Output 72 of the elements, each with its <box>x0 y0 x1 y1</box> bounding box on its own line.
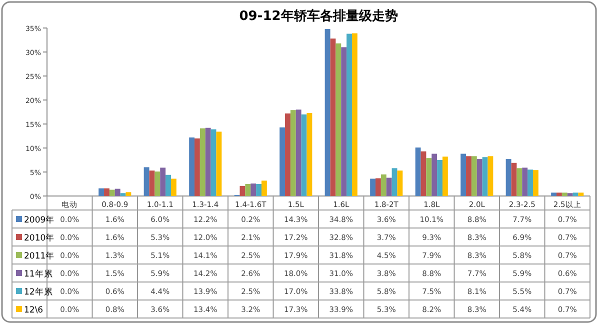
bar <box>160 168 166 196</box>
bar <box>114 188 120 196</box>
legend-label: 2009年 <box>24 214 55 226</box>
bar <box>144 167 150 196</box>
bar <box>120 193 126 196</box>
bar <box>126 192 132 196</box>
bar <box>189 137 195 196</box>
bar <box>370 178 376 196</box>
legend-label: 12\6 <box>24 306 44 316</box>
bar <box>578 192 584 196</box>
bar <box>482 157 488 196</box>
bar <box>341 47 347 196</box>
bar <box>285 113 290 196</box>
bar <box>471 156 477 196</box>
chart-title: 09-12年轿车各排量级走势 <box>239 8 398 24</box>
bar <box>386 178 392 196</box>
bar <box>397 170 403 196</box>
bar <box>556 192 562 196</box>
bar <box>240 186 246 196</box>
bar <box>324 28 330 196</box>
bar <box>562 192 568 196</box>
legend-label: 2010年 <box>24 232 55 244</box>
bar <box>376 178 381 196</box>
bar <box>442 156 448 196</box>
bar <box>306 112 312 196</box>
bar <box>301 114 307 196</box>
bar <box>352 33 358 196</box>
bar <box>109 190 115 196</box>
bar <box>149 170 155 196</box>
bar <box>567 193 573 196</box>
bar <box>250 184 256 196</box>
bar <box>420 151 426 196</box>
bar <box>280 127 286 196</box>
bar <box>522 168 528 196</box>
bar <box>245 184 251 196</box>
bar <box>290 110 296 196</box>
bar <box>170 178 176 196</box>
bar <box>210 129 216 196</box>
bar <box>415 148 421 196</box>
bar <box>166 174 171 196</box>
bar <box>194 138 200 196</box>
legend-label: 11年累 <box>24 268 53 280</box>
bar <box>532 170 538 196</box>
bar <box>261 180 267 196</box>
bar <box>488 156 494 196</box>
bar <box>511 162 517 196</box>
bar <box>330 38 336 196</box>
bar <box>205 128 211 196</box>
bar <box>476 159 482 196</box>
bar <box>200 128 206 196</box>
legend-label: 2011年 <box>24 250 55 262</box>
bar <box>516 168 522 196</box>
legend-label: 12年累 <box>24 286 53 298</box>
bar <box>437 160 442 196</box>
bar <box>380 174 386 196</box>
bar <box>572 192 578 196</box>
bar <box>336 43 342 196</box>
bar <box>426 158 432 196</box>
bar <box>551 192 557 196</box>
bar <box>98 188 104 196</box>
bar <box>392 168 398 196</box>
bar <box>466 156 472 196</box>
bar <box>432 154 438 196</box>
bar <box>528 170 533 196</box>
bar <box>506 159 512 196</box>
bar <box>460 154 466 196</box>
bar <box>296 110 302 196</box>
bar <box>216 132 222 196</box>
bar <box>104 188 110 196</box>
bar <box>256 184 262 196</box>
bar <box>154 172 160 196</box>
bar <box>346 34 352 196</box>
